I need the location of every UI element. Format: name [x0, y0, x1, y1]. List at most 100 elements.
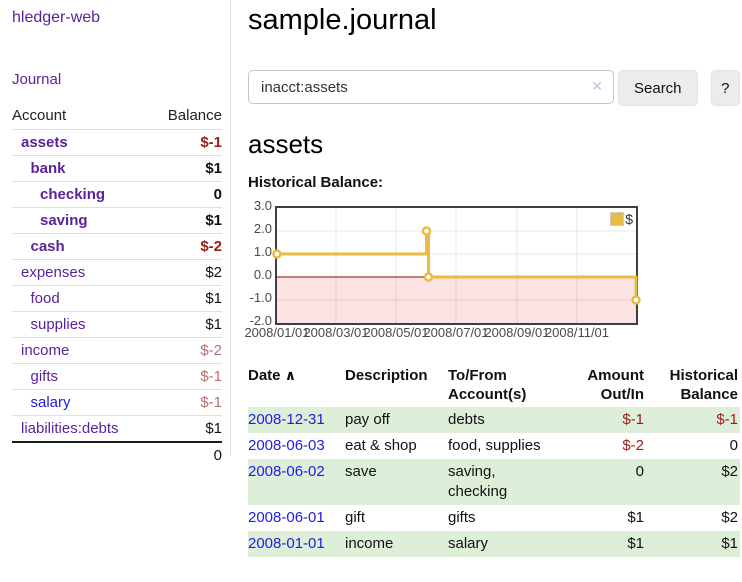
transaction-date-link[interactable]: 2008-06-01	[248, 509, 325, 526]
account-row: cash $-2	[12, 233, 222, 260]
y-axis-tick-label: 1.0	[253, 244, 272, 259]
search-input[interactable]	[248, 70, 614, 104]
accounts-table-body: assets $-1 bank $1 checking 0 saving $1 …	[12, 129, 222, 443]
search-box: ✕	[248, 70, 614, 104]
accounts-table: Account Balance assets $-1 bank $1 check…	[12, 104, 222, 468]
transactions-table: Date ∧ Description To/From Account(s) Am…	[248, 364, 740, 557]
sidebar-item-journal[interactable]: Journal	[12, 71, 62, 88]
account-name-cell: liabilities:debts	[12, 416, 151, 443]
transaction-amount: $1	[627, 509, 644, 526]
account-link[interactable]: assets	[21, 134, 68, 151]
account-name-cell: cash	[12, 234, 151, 260]
app-brand-link[interactable]: hledger-web	[12, 9, 101, 26]
account-name-cell: checking	[12, 182, 151, 208]
account-row: supplies $1	[12, 311, 222, 338]
y-axis-tick-label: 3.0	[253, 198, 272, 213]
account-heading: assets	[248, 129, 324, 159]
x-axis-tick-label: 2008/03/01	[303, 325, 369, 340]
account-balance: $-2	[200, 342, 222, 359]
x-axis-tick-label: 2008/01/01	[244, 325, 310, 340]
account-row: liabilities:debts $1	[12, 415, 222, 443]
x-axis-tick-label: 2008/09/01	[484, 325, 550, 340]
account-row: salary $-1	[12, 389, 222, 416]
account-row: checking 0	[12, 181, 222, 208]
page-title: sample.journal	[248, 4, 437, 36]
column-header-accounts: To/From Account(s)	[448, 367, 527, 403]
transaction-description: eat & shop	[345, 437, 417, 454]
transaction-description: pay off	[345, 411, 390, 428]
transaction-date-cell: 2008-06-02	[248, 459, 345, 505]
account-link[interactable]: food	[30, 290, 60, 307]
account-balance: $2	[205, 264, 222, 281]
transaction-balance: 0	[729, 437, 738, 454]
account-link[interactable]: saving	[40, 212, 88, 229]
account-link[interactable]: supplies	[30, 316, 86, 333]
account-balance: $1	[205, 420, 222, 437]
transaction-date-link[interactable]: 2008-06-03	[248, 437, 325, 454]
account-link[interactable]: income	[21, 342, 70, 359]
transaction-date-link[interactable]: 2008-12-31	[248, 411, 325, 428]
transactions-table-body: 2008-12-31 pay off debts $-1 $-1 2008-06…	[248, 407, 740, 557]
transaction-description: income	[345, 535, 394, 552]
help-button[interactable]: ?	[710, 70, 740, 106]
account-balance: 0	[213, 186, 222, 203]
account-balance: $-1	[200, 368, 222, 385]
transaction-balance: $2	[721, 509, 738, 526]
column-header-amount: Amount Out/In	[587, 367, 644, 403]
account-link[interactable]: liabilities:debts	[21, 420, 119, 437]
transaction-accounts: saving, checking	[448, 463, 508, 500]
transaction-date-link[interactable]: 2008-06-02	[248, 463, 325, 480]
transaction-date-cell: 2008-06-03	[248, 433, 345, 459]
main-content: sample.journal ✕ Search ? assets Histori…	[244, 0, 740, 557]
sort-ascending-icon: ∧	[284, 367, 297, 383]
account-name-cell: gifts	[12, 364, 151, 390]
column-header-description: Description	[345, 367, 428, 384]
transactions-section: Date ∧ Description To/From Account(s) Am…	[248, 364, 740, 557]
account-row: assets $-1	[12, 129, 222, 156]
account-balance: $1	[205, 212, 222, 229]
transaction-row: 2008-06-03 eat & shop food, supplies $-2…	[248, 433, 740, 459]
transaction-amount: $1	[627, 535, 644, 552]
account-link[interactable]: cash	[30, 238, 65, 255]
legend-swatch-icon	[610, 212, 625, 226]
clear-search-icon[interactable]: ✕	[591, 78, 603, 94]
account-link[interactable]: salary	[30, 394, 71, 411]
transaction-date-link[interactable]: 2008-01-01	[248, 535, 325, 552]
account-balance: $-1	[200, 394, 222, 411]
x-axis-tick-label: 2008/11/01	[544, 325, 610, 340]
account-name-cell: saving	[12, 208, 151, 234]
transaction-amount: 0	[635, 463, 644, 480]
account-name-cell: food	[12, 286, 151, 312]
account-row: bank $1	[12, 155, 222, 182]
transaction-accounts: debts	[448, 411, 485, 428]
x-axis-tick-label: 2008/05/01	[363, 325, 429, 340]
account-name-cell: expenses	[12, 260, 151, 286]
column-header-date[interactable]: Date ∧	[248, 367, 297, 384]
account-balance: $-1	[200, 134, 222, 151]
transaction-row: 2008-12-31 pay off debts $-1 $-1	[248, 407, 740, 433]
account-link[interactable]: expenses	[21, 264, 86, 281]
column-header-balance: Historical Balance	[669, 367, 738, 403]
account-link[interactable]: bank	[30, 160, 66, 177]
transaction-date-cell: 2008-01-01	[248, 531, 345, 557]
accounts-total-row: 0	[12, 442, 222, 468]
account-name-cell: assets	[12, 130, 151, 156]
transaction-row: 2008-06-02 save saving, checking 0 $2	[248, 459, 740, 505]
account-balance: $1	[205, 160, 222, 177]
account-name-cell: income	[12, 338, 151, 364]
account-balance: $1	[205, 290, 222, 307]
account-link[interactable]: checking	[40, 186, 106, 203]
account-link[interactable]: gifts	[30, 368, 59, 385]
transaction-balance: $2	[721, 463, 738, 480]
account-balance: $1	[205, 316, 222, 333]
account-row: food $1	[12, 285, 222, 312]
account-name-cell: supplies	[12, 312, 151, 338]
accounts-total-value: 0	[213, 447, 222, 464]
account-balance: $-2	[200, 238, 222, 255]
transaction-balance: $1	[721, 535, 738, 552]
chart-legend: $	[609, 211, 634, 227]
legend-label: $	[625, 211, 633, 227]
search-button[interactable]: Search	[618, 70, 698, 106]
search-bar: ✕ Search ?	[248, 70, 740, 106]
accounts-header-account: Account	[12, 107, 67, 124]
